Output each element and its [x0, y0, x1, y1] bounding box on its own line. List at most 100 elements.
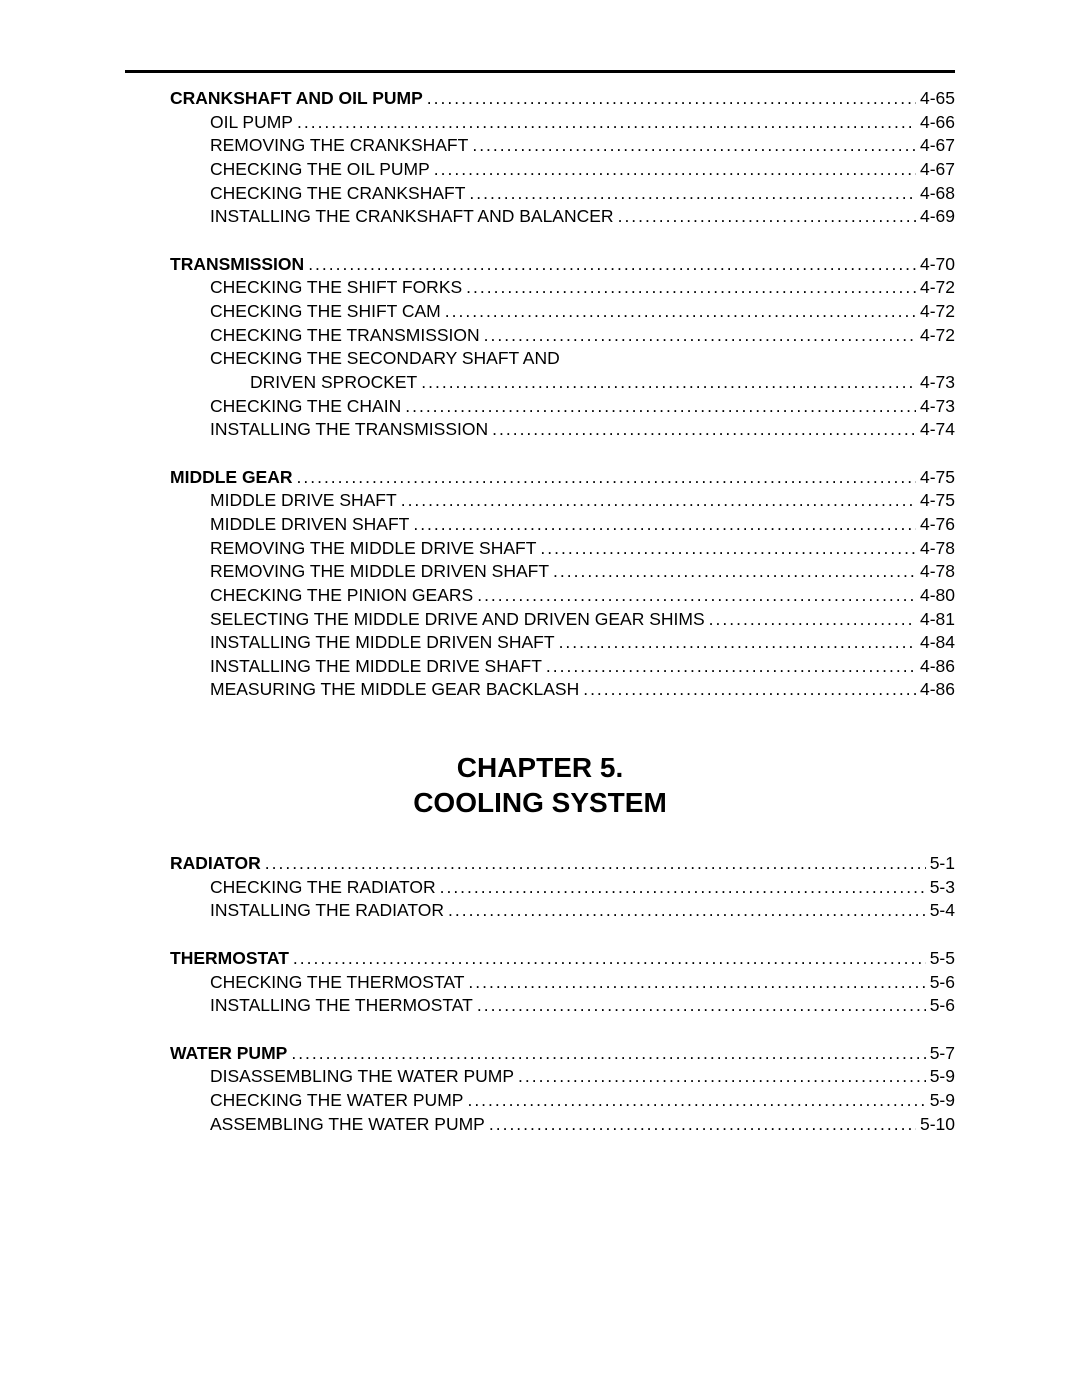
- leader-dots: [492, 418, 916, 442]
- toc-page-number: 5-9: [930, 1089, 955, 1113]
- toc-label: CRANKSHAFT AND OIL PUMP: [170, 87, 423, 111]
- toc-page-number: 4-81: [920, 608, 955, 632]
- toc-entry: CHECKING THE SHIFT CAM 4-72: [210, 300, 955, 324]
- toc-entry: INSTALLING THE CRANKSHAFT AND BALANCER4-…: [210, 205, 955, 229]
- toc-label: DISASSEMBLING THE WATER PUMP: [210, 1065, 514, 1089]
- toc-label: CHECKING THE SHIFT FORKS: [210, 276, 462, 300]
- toc-label: INSTALLING THE MIDDLE DRIVE SHAFT: [210, 655, 542, 679]
- toc-page-number: 4-72: [920, 276, 955, 300]
- toc-entry: CHECKING THE RADIATOR5-3: [210, 876, 955, 900]
- toc-entry: REMOVING THE CRANKSHAFT4-67: [210, 134, 955, 158]
- toc-section-heading: RADIATOR 5-1: [170, 852, 955, 876]
- toc-page-number: 5-1: [930, 852, 955, 876]
- toc-section-heading: MIDDLE GEAR4-75: [170, 466, 955, 490]
- toc-page-number: 4-73: [920, 371, 955, 395]
- toc-label: CHECKING THE CHAIN: [210, 395, 401, 419]
- toc-page-number: 5-6: [930, 971, 955, 995]
- toc-entry: SELECTING THE MIDDLE DRIVE AND DRIVEN GE…: [210, 608, 955, 632]
- leader-dots: [484, 324, 916, 348]
- leader-dots: [489, 1113, 916, 1137]
- section-gap: [125, 1018, 955, 1042]
- toc-section-heading: TRANSMISSION4-70: [170, 253, 955, 277]
- toc-label: CHECKING THE OIL PUMP: [210, 158, 430, 182]
- toc-entry: MIDDLE DRIVE SHAFT4-75: [210, 489, 955, 513]
- toc-page-number: 4-72: [920, 300, 955, 324]
- toc-entry: CHECKING THE TRANSMISSION 4-72: [210, 324, 955, 348]
- toc-label: CHECKING THE CRANKSHAFT: [210, 182, 465, 206]
- toc-label: REMOVING THE MIDDLE DRIVEN SHAFT: [210, 560, 549, 584]
- leader-dots: [448, 899, 926, 923]
- toc-label: INSTALLING THE CRANKSHAFT AND BALANCER: [210, 205, 614, 229]
- toc-entry-multiline-1: CHECKING THE SECONDARY SHAFT AND: [210, 347, 955, 371]
- toc-entry: CHECKING THE PINION GEARS4-80: [210, 584, 955, 608]
- toc-entry: REMOVING THE MIDDLE DRIVE SHAFT4-78: [210, 537, 955, 561]
- leader-dots: [427, 87, 916, 111]
- toc-label: INSTALLING THE TRANSMISSION: [210, 418, 488, 442]
- toc-entry-multiline-2: DRIVEN SPROCKET 4-73: [250, 371, 955, 395]
- toc-label: CHECKING THE SHIFT CAM: [210, 300, 441, 324]
- leader-dots: [469, 182, 916, 206]
- toc-page-number: 5-7: [930, 1042, 955, 1066]
- toc-page-number: 4-67: [920, 158, 955, 182]
- leader-dots: [583, 678, 916, 702]
- leader-dots: [477, 584, 916, 608]
- toc-page-number: 4-74: [920, 418, 955, 442]
- toc-label: THERMOSTAT: [170, 947, 289, 971]
- toc-label: OIL PUMP: [210, 111, 293, 135]
- toc-body: CRANKSHAFT AND OIL PUMP4-65OIL PUMP4-66R…: [125, 87, 955, 1136]
- toc-label: WATER PUMP: [170, 1042, 287, 1066]
- leader-dots: [308, 253, 916, 277]
- section-gap: [125, 442, 955, 466]
- toc-page-number: 4-86: [920, 678, 955, 702]
- toc-entry: CHECKING THE THERMOSTAT5-6: [210, 971, 955, 995]
- leader-dots: [472, 134, 916, 158]
- toc-entry: MEASURING THE MIDDLE GEAR BACKLASH 4-86: [210, 678, 955, 702]
- toc-label: ASSEMBLING THE WATER PUMP: [210, 1113, 485, 1137]
- leader-dots: [421, 371, 916, 395]
- leader-dots: [265, 852, 926, 876]
- toc-entry: ASSEMBLING THE WATER PUMP5-10: [210, 1113, 955, 1137]
- toc-entry: DISASSEMBLING THE WATER PUMP5-9: [210, 1065, 955, 1089]
- toc-label: DRIVEN SPROCKET: [250, 371, 417, 395]
- leader-dots: [401, 489, 916, 513]
- toc-entry: CHECKING THE CRANKSHAFT4-68: [210, 182, 955, 206]
- leader-dots: [540, 537, 916, 561]
- leader-dots: [405, 395, 916, 419]
- leader-dots: [467, 1089, 925, 1113]
- leader-dots: [553, 560, 916, 584]
- toc-label: MEASURING THE MIDDLE GEAR BACKLASH: [210, 678, 579, 702]
- toc-entry: INSTALLING THE TRANSMISSION 4-74: [210, 418, 955, 442]
- leader-dots: [546, 655, 916, 679]
- toc-section-heading: CRANKSHAFT AND OIL PUMP4-65: [170, 87, 955, 111]
- toc-label: INSTALLING THE MIDDLE DRIVEN SHAFT: [210, 631, 555, 655]
- chapter-heading-line1: CHAPTER 5.: [125, 750, 955, 785]
- toc-label: CHECKING THE TRANSMISSION: [210, 324, 480, 348]
- toc-entry: INSTALLING THE MIDDLE DRIVE SHAFT 4-86: [210, 655, 955, 679]
- toc-page-number: 5-5: [930, 947, 955, 971]
- toc-label: REMOVING THE CRANKSHAFT: [210, 134, 468, 158]
- toc-page-number: 4-66: [920, 111, 955, 135]
- toc-entry: INSTALLING THE RADIATOR5-4: [210, 899, 955, 923]
- toc-page-number: 4-73: [920, 395, 955, 419]
- toc-page-number: 4-80: [920, 584, 955, 608]
- chapter-heading-line2: COOLING SYSTEM: [125, 785, 955, 820]
- toc-label: RADIATOR: [170, 852, 261, 876]
- section-gap: [125, 229, 955, 253]
- toc-page-number: 4-72: [920, 324, 955, 348]
- toc-page-number: 4-86: [920, 655, 955, 679]
- toc-page-number: 4-75: [920, 489, 955, 513]
- leader-dots: [445, 300, 916, 324]
- leader-dots: [297, 111, 916, 135]
- leader-dots: [559, 631, 916, 655]
- leader-dots: [466, 276, 916, 300]
- toc-label: CHECKING THE WATER PUMP: [210, 1089, 463, 1113]
- toc-entry: CHECKING THE CHAIN 4-73: [210, 395, 955, 419]
- toc-page-number: 4-78: [920, 537, 955, 561]
- section-gap: [125, 923, 955, 947]
- leader-dots: [434, 158, 916, 182]
- leader-dots: [297, 466, 916, 490]
- leader-dots: [440, 876, 926, 900]
- leader-dots: [413, 513, 916, 537]
- leader-dots: [293, 947, 926, 971]
- leader-dots: [468, 971, 925, 995]
